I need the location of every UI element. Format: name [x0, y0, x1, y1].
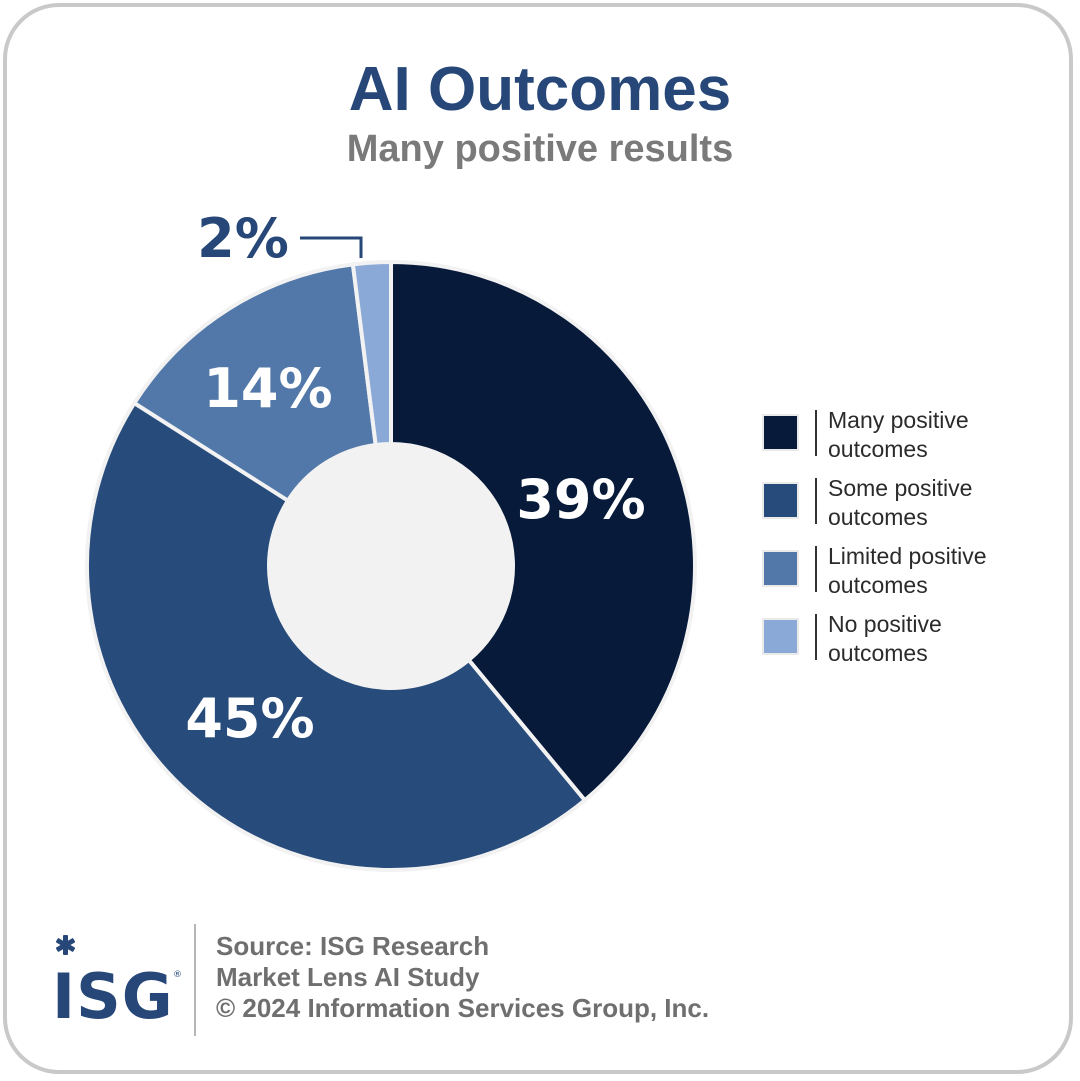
- legend-item-limited: Limited positive outcomes: [760, 542, 1070, 609]
- legend-label-limited-line2: outcomes: [828, 572, 928, 598]
- legend-label-none: No positive outcomes: [828, 610, 1068, 668]
- legend-divider: [815, 478, 817, 524]
- source-line-2: Market Lens AI Study: [216, 962, 480, 992]
- legend-item-many: Many positive outcomes: [760, 406, 1070, 473]
- legend-label-many-line1: Many positive: [828, 407, 969, 433]
- data-label-many: 39%: [516, 468, 645, 531]
- isg-logo-text: ISG: [52, 960, 174, 1025]
- donut-center: [269, 444, 513, 688]
- legend-swatch-many: [762, 414, 799, 451]
- legend-label-none-line1: No positive: [828, 611, 942, 637]
- legend-swatch-some: [762, 482, 799, 519]
- source-note: Source: ISG Research Market Lens AI Stud…: [216, 931, 709, 1024]
- legend-label-limited: Limited positive outcomes: [828, 542, 1068, 600]
- legend-divider: [815, 410, 817, 456]
- legend-swatch-limited: [762, 550, 799, 587]
- chart-title: AI Outcomes: [348, 55, 732, 124]
- source-line-3: © 2024 Information Services Group, Inc.: [216, 993, 710, 1023]
- leader-line-none: [300, 236, 363, 258]
- data-label-some: 45%: [185, 687, 314, 750]
- source-line-1: Source: ISG Research: [216, 931, 490, 961]
- legend-label-none-line2: outcomes: [828, 640, 928, 666]
- legend-divider: [815, 546, 817, 592]
- asterisk-icon: [55, 935, 76, 955]
- legend-label-some-line2: outcomes: [828, 504, 928, 530]
- legend-label-some-line1: Some positive: [828, 475, 973, 501]
- legend-label-many-line2: outcomes: [828, 436, 928, 462]
- legend-item-some: Some positive outcomes: [760, 474, 1070, 541]
- footer-divider: [194, 924, 196, 1036]
- chart-subtitle: Many positive results: [346, 128, 734, 170]
- legend-label-many: Many positive outcomes: [828, 406, 1068, 464]
- data-label-none: 2%: [197, 207, 289, 270]
- registered-mark: ®: [173, 970, 182, 980]
- legend-swatch-none: [762, 618, 799, 655]
- legend-label-limited-line1: Limited positive: [828, 543, 987, 569]
- legend-divider: [815, 614, 817, 660]
- legend-item-none: No positive outcomes: [760, 610, 1070, 677]
- chart-legend: Many positive outcomes Some positive out…: [760, 406, 1070, 678]
- data-label-limited: 14%: [203, 357, 332, 420]
- legend-label-some: Some positive outcomes: [828, 474, 1068, 532]
- isg-logo: ISG ®: [52, 935, 182, 1025]
